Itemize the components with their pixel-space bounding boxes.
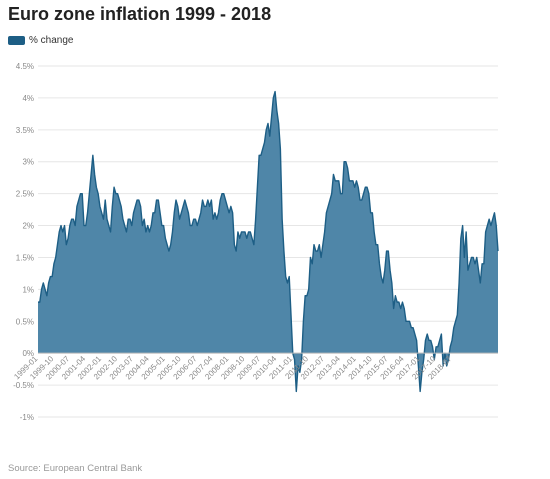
- legend-swatch: [8, 36, 25, 45]
- y-tick-label: 2.5%: [16, 190, 34, 199]
- legend: % change: [8, 35, 73, 46]
- inflation-area: [38, 91, 498, 392]
- y-tick-label: 1.5%: [16, 253, 34, 262]
- y-tick-label: -1%: [20, 413, 34, 422]
- chart-title: Euro zone inflation 1999 - 2018: [8, 4, 272, 24]
- y-tick-label: 4.5%: [16, 62, 34, 71]
- inflation-line: [38, 90, 499, 393]
- y-tick-label: 1%: [22, 285, 34, 294]
- y-tick-label: 0.5%: [16, 317, 34, 326]
- source-note: Source: European Central Bank: [8, 463, 143, 474]
- legend-label: % change: [29, 35, 74, 46]
- y-tick-label: 2%: [22, 222, 34, 231]
- y-tick-label: -0.5%: [13, 381, 34, 390]
- y-tick-label: 3%: [22, 158, 34, 167]
- y-tick-label: 0%: [22, 349, 34, 358]
- y-tick-label: 3.5%: [16, 126, 34, 135]
- y-tick-label: 4%: [22, 94, 34, 103]
